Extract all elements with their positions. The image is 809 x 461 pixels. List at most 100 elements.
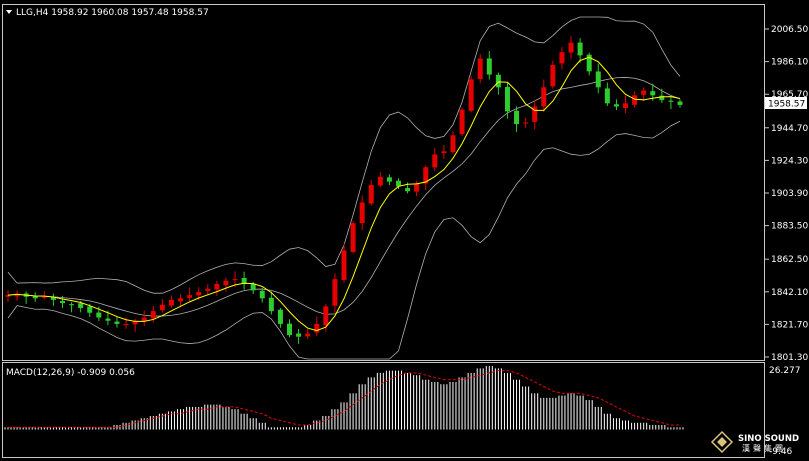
candle-body xyxy=(405,188,411,192)
candle-body xyxy=(87,306,93,313)
dropdown-triangle-icon[interactable] xyxy=(6,10,12,14)
candle-body xyxy=(123,323,129,326)
candle-body xyxy=(178,298,184,302)
diamond-logo-icon xyxy=(710,430,734,454)
candle-body xyxy=(432,154,438,168)
candle-body xyxy=(504,86,510,112)
candle-body xyxy=(159,304,165,311)
candle-body xyxy=(468,79,474,111)
candle-body xyxy=(241,278,247,284)
brand-name: SINO SOUND xyxy=(738,434,799,444)
macd-title: MACD(12,26,9) -0.909 0.056 xyxy=(6,368,135,378)
chart-header: LLG,H4 1958.92 1960.08 1957.48 1958.57 xyxy=(16,8,209,18)
candle-body xyxy=(250,283,256,291)
candle-body xyxy=(359,202,365,224)
candle-body xyxy=(577,42,583,56)
candle-body xyxy=(377,176,383,186)
candle-body xyxy=(368,184,374,204)
candle-body xyxy=(168,299,174,306)
candle-body xyxy=(32,296,38,299)
price-tick-label: 1801.30 xyxy=(771,353,808,363)
current-price-label: 1958.57 xyxy=(768,100,805,110)
candle-body xyxy=(268,297,274,312)
candle-body xyxy=(441,151,447,154)
candle-body xyxy=(14,293,20,297)
moving-average xyxy=(7,56,681,332)
candle-body xyxy=(78,303,84,308)
signal-line xyxy=(8,370,680,428)
candle-body xyxy=(341,250,347,281)
candle-body xyxy=(514,110,520,125)
candle-body xyxy=(277,309,283,324)
candle-body xyxy=(114,321,120,324)
macd-signal-line xyxy=(8,370,680,428)
candle-body xyxy=(96,312,102,318)
candle-body xyxy=(586,54,592,72)
candle-body xyxy=(450,135,456,153)
candle-body xyxy=(332,279,338,306)
candle-body xyxy=(677,101,683,105)
macd-tick-label: -9.46 xyxy=(769,447,793,457)
candle-body xyxy=(650,91,656,96)
candle-body xyxy=(214,283,220,290)
candle-body xyxy=(477,58,483,80)
candle-body xyxy=(141,317,147,322)
candle-body xyxy=(550,64,556,87)
candle-body xyxy=(595,71,601,88)
bollinger-middle-band xyxy=(7,77,681,317)
candle-body xyxy=(386,177,392,182)
price-tick-label: 1903.90 xyxy=(771,189,808,199)
price-tick-label: 2006.50 xyxy=(771,25,808,35)
candlesticks xyxy=(5,36,683,344)
macd-histogram xyxy=(4,366,684,430)
price-tick-label: 1944.70 xyxy=(771,124,808,134)
candle-body xyxy=(50,296,56,300)
candle-body xyxy=(187,295,193,298)
candle-body xyxy=(659,95,665,101)
candle-body xyxy=(41,296,47,298)
price-tick-label: 1862.50 xyxy=(771,255,808,265)
main-panel-frame xyxy=(2,4,765,361)
price-tick-label: 1842.10 xyxy=(771,288,808,298)
candle-body xyxy=(668,100,674,102)
candle-body xyxy=(205,288,211,291)
candle-body xyxy=(532,106,538,122)
macd-panel-frame xyxy=(2,362,765,458)
candle-body xyxy=(69,304,75,306)
bollinger-lower-band xyxy=(7,120,681,360)
macd-tick-label: 26.277 xyxy=(769,366,801,376)
candle-body xyxy=(641,90,647,95)
price-tick-label: 1965.70 xyxy=(771,90,808,100)
candle-body xyxy=(459,109,465,135)
ma-line xyxy=(7,56,681,332)
candle-body xyxy=(414,183,420,192)
bollinger-bands xyxy=(7,16,681,360)
candle-body xyxy=(495,74,501,88)
candle-body xyxy=(296,333,302,337)
sino-sound-watermark: SINO SOUND 漢聲集團 xyxy=(710,430,799,454)
candle-body xyxy=(395,180,401,187)
candle-body xyxy=(559,52,565,64)
current-price-tag: 1958.57 xyxy=(765,97,807,110)
candle-body xyxy=(232,279,238,281)
price-tick-label: 1883.50 xyxy=(771,222,808,232)
candle-body xyxy=(623,103,629,109)
candle-body xyxy=(223,280,229,286)
candle-body xyxy=(259,290,265,299)
price-tick-label: 1986.10 xyxy=(771,58,808,68)
candle-body xyxy=(541,87,547,107)
candle-body xyxy=(287,323,293,336)
candle-body xyxy=(568,42,574,53)
candle-body xyxy=(59,301,65,304)
candle-body xyxy=(305,333,311,337)
candle-body xyxy=(323,306,329,326)
candle-body xyxy=(150,311,156,319)
candle-body xyxy=(132,320,138,325)
price-tick-label: 1821.70 xyxy=(771,320,808,330)
candle-body xyxy=(486,58,492,75)
candle-body xyxy=(613,104,619,107)
candle-body xyxy=(350,223,356,252)
price-tick-label: 1924.30 xyxy=(771,156,808,166)
macd-axis: 26.277 -9.46 xyxy=(769,366,801,457)
